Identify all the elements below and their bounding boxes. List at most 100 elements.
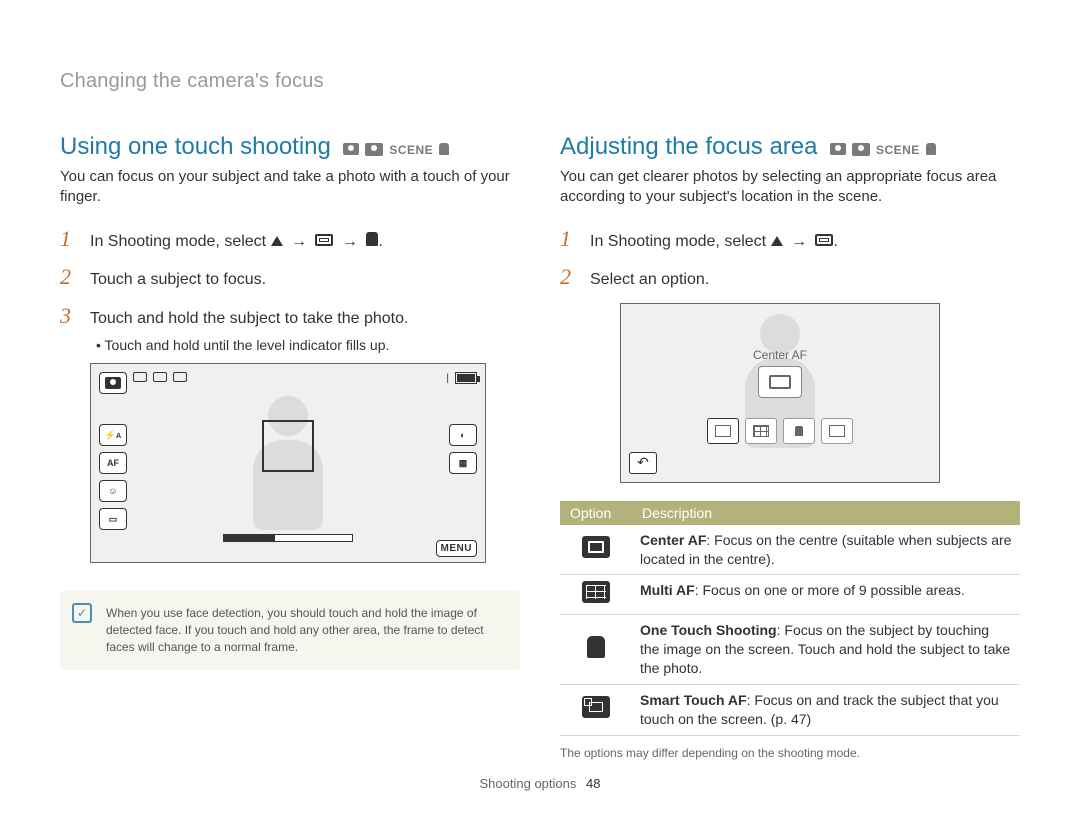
footnote: The options may differ depending on the … xyxy=(560,746,1020,760)
bar-icon: | xyxy=(446,373,449,384)
arrow-icon: → xyxy=(291,233,307,250)
rect-icon xyxy=(315,234,333,246)
right-intro: You can get clearer photos by selecting … xyxy=(560,167,1020,208)
step-1: 1 In Shooting mode, select → . xyxy=(560,226,1020,253)
step-text: In Shooting mode, select → . xyxy=(590,231,838,253)
opt-touch xyxy=(783,418,815,444)
options-table: Option Description Center AF: Focus on t… xyxy=(560,501,1020,736)
ss-top-right: | xyxy=(446,372,477,384)
opt-smart xyxy=(821,418,853,444)
step-1: 1 In Shooting mode, select → → . xyxy=(60,226,520,253)
note-icon: ✓ xyxy=(72,603,92,623)
center-af-box xyxy=(758,366,802,398)
rect-icon xyxy=(815,234,833,246)
step-2: 2 Select an option. xyxy=(560,264,1020,291)
opt-desc: : Focus on one or more of 9 possible are… xyxy=(695,582,965,598)
up-icon xyxy=(771,236,783,246)
arrow-icon: → xyxy=(791,233,807,250)
right-column: Adjusting the focus area SCENE You can g… xyxy=(560,133,1020,760)
right-screenshot: Center AF ↶ xyxy=(620,303,940,483)
step-prefix: In Shooting mode, select xyxy=(90,233,271,250)
camera-icon xyxy=(105,377,121,389)
battery-icon xyxy=(455,372,477,384)
opt-multi xyxy=(745,418,777,444)
sub-bullet-text: Touch and hold until the level indicator… xyxy=(105,337,390,353)
right-steps: 1 In Shooting mode, select → . 2 Select … xyxy=(560,226,1020,291)
left-steps: 1 In Shooting mode, select → → . 2 Touch… xyxy=(60,226,520,330)
arrow-icon: → xyxy=(342,233,358,250)
option-row xyxy=(707,418,853,444)
step-number: 1 xyxy=(60,226,76,252)
mini-icon xyxy=(133,372,147,382)
one-touch-icon xyxy=(587,636,605,658)
face-chip: ☺ xyxy=(99,480,127,502)
ss-right-icons: ◐ ▦ xyxy=(449,424,477,474)
camera-p-icon xyxy=(852,143,870,156)
scene-icon: SCENE xyxy=(876,143,920,157)
scene-icon: SCENE xyxy=(389,143,433,157)
left-section-title: Using one touch shooting xyxy=(60,133,331,161)
up-icon xyxy=(271,236,283,246)
note-text: When you use face detection, you should … xyxy=(106,606,484,654)
mini-icon xyxy=(173,372,187,382)
th-description: Description xyxy=(632,501,1020,525)
mode-icons: SCENE xyxy=(343,143,449,157)
burst-chip: ▭ xyxy=(99,508,127,530)
center-af-icon xyxy=(582,536,610,558)
page-footer: Shooting options 48 xyxy=(0,776,1080,791)
hand-icon xyxy=(926,143,936,155)
ss-left-icons: ⚡A AF ☺ ▭ xyxy=(99,424,127,530)
th-option: Option xyxy=(560,501,632,525)
left-screenshot: | ⚡A AF ☺ ▭ ◐ ▦ MENU xyxy=(90,363,486,563)
table-row: Multi AF: Focus on one or more of 9 poss… xyxy=(560,575,1020,615)
left-intro: You can focus on your subject and take a… xyxy=(60,167,520,208)
table-row: Center AF: Focus on the centre (suitable… xyxy=(560,525,1020,575)
opt-bold: One Touch Shooting xyxy=(640,622,777,638)
multi-af-icon xyxy=(582,581,610,603)
step-text: Touch and hold the subject to take the p… xyxy=(90,308,408,330)
step-3: 3 Touch and hold the subject to take the… xyxy=(60,303,520,330)
back-button: ↶ xyxy=(629,452,657,474)
hand-icon xyxy=(439,143,449,155)
touch-icon xyxy=(366,232,378,246)
flash-chip: ⚡A xyxy=(99,424,127,446)
footer-section: Shooting options xyxy=(480,776,577,791)
camera-icon xyxy=(343,143,359,155)
mode-chip xyxy=(99,372,127,394)
table-row: One Touch Shooting: Focus on the subject… xyxy=(560,615,1020,685)
smart-touch-icon xyxy=(582,696,610,718)
opt-bold: Smart Touch AF xyxy=(640,692,747,708)
right-section-title: Adjusting the focus area xyxy=(560,133,818,161)
opt-bold: Multi AF xyxy=(640,582,695,598)
step-text: Touch a subject to focus. xyxy=(90,269,266,291)
step-number: 3 xyxy=(60,303,76,329)
camera-p-icon xyxy=(365,143,383,156)
left-column: Using one touch shooting SCENE You can f… xyxy=(60,133,520,760)
step-number: 1 xyxy=(560,226,576,252)
page-number: 48 xyxy=(586,776,600,791)
level-indicator xyxy=(223,534,353,542)
camera-icon xyxy=(830,143,846,155)
af-chip: AF xyxy=(99,452,127,474)
ev-chip: ◐ xyxy=(449,424,477,446)
step-text: In Shooting mode, select → → . xyxy=(90,231,383,253)
sub-bullet: • Touch and hold until the level indicat… xyxy=(96,337,520,353)
step-text: Select an option. xyxy=(590,269,709,291)
opt-bold: Center AF xyxy=(640,532,706,548)
menu-chip: MENU xyxy=(436,540,477,557)
breadcrumb: Changing the camera's focus xyxy=(60,70,1020,93)
step-prefix: In Shooting mode, select xyxy=(590,233,771,250)
flash-label: A xyxy=(116,431,121,440)
ss-top-icons xyxy=(99,372,187,394)
iso-chip: ▦ xyxy=(449,452,477,474)
focus-label: Center AF xyxy=(753,348,807,362)
opt-center xyxy=(707,418,739,444)
ss-bottom-right: MENU xyxy=(436,538,477,556)
table-header: Option Description xyxy=(560,501,1020,525)
step-number: 2 xyxy=(560,264,576,290)
step-number: 2 xyxy=(60,264,76,290)
table-row: Smart Touch AF: Focus on and track the s… xyxy=(560,685,1020,736)
focus-frame xyxy=(262,420,314,472)
note-box: ✓ When you use face detection, you shoul… xyxy=(60,591,520,669)
mini-icon xyxy=(153,372,167,382)
